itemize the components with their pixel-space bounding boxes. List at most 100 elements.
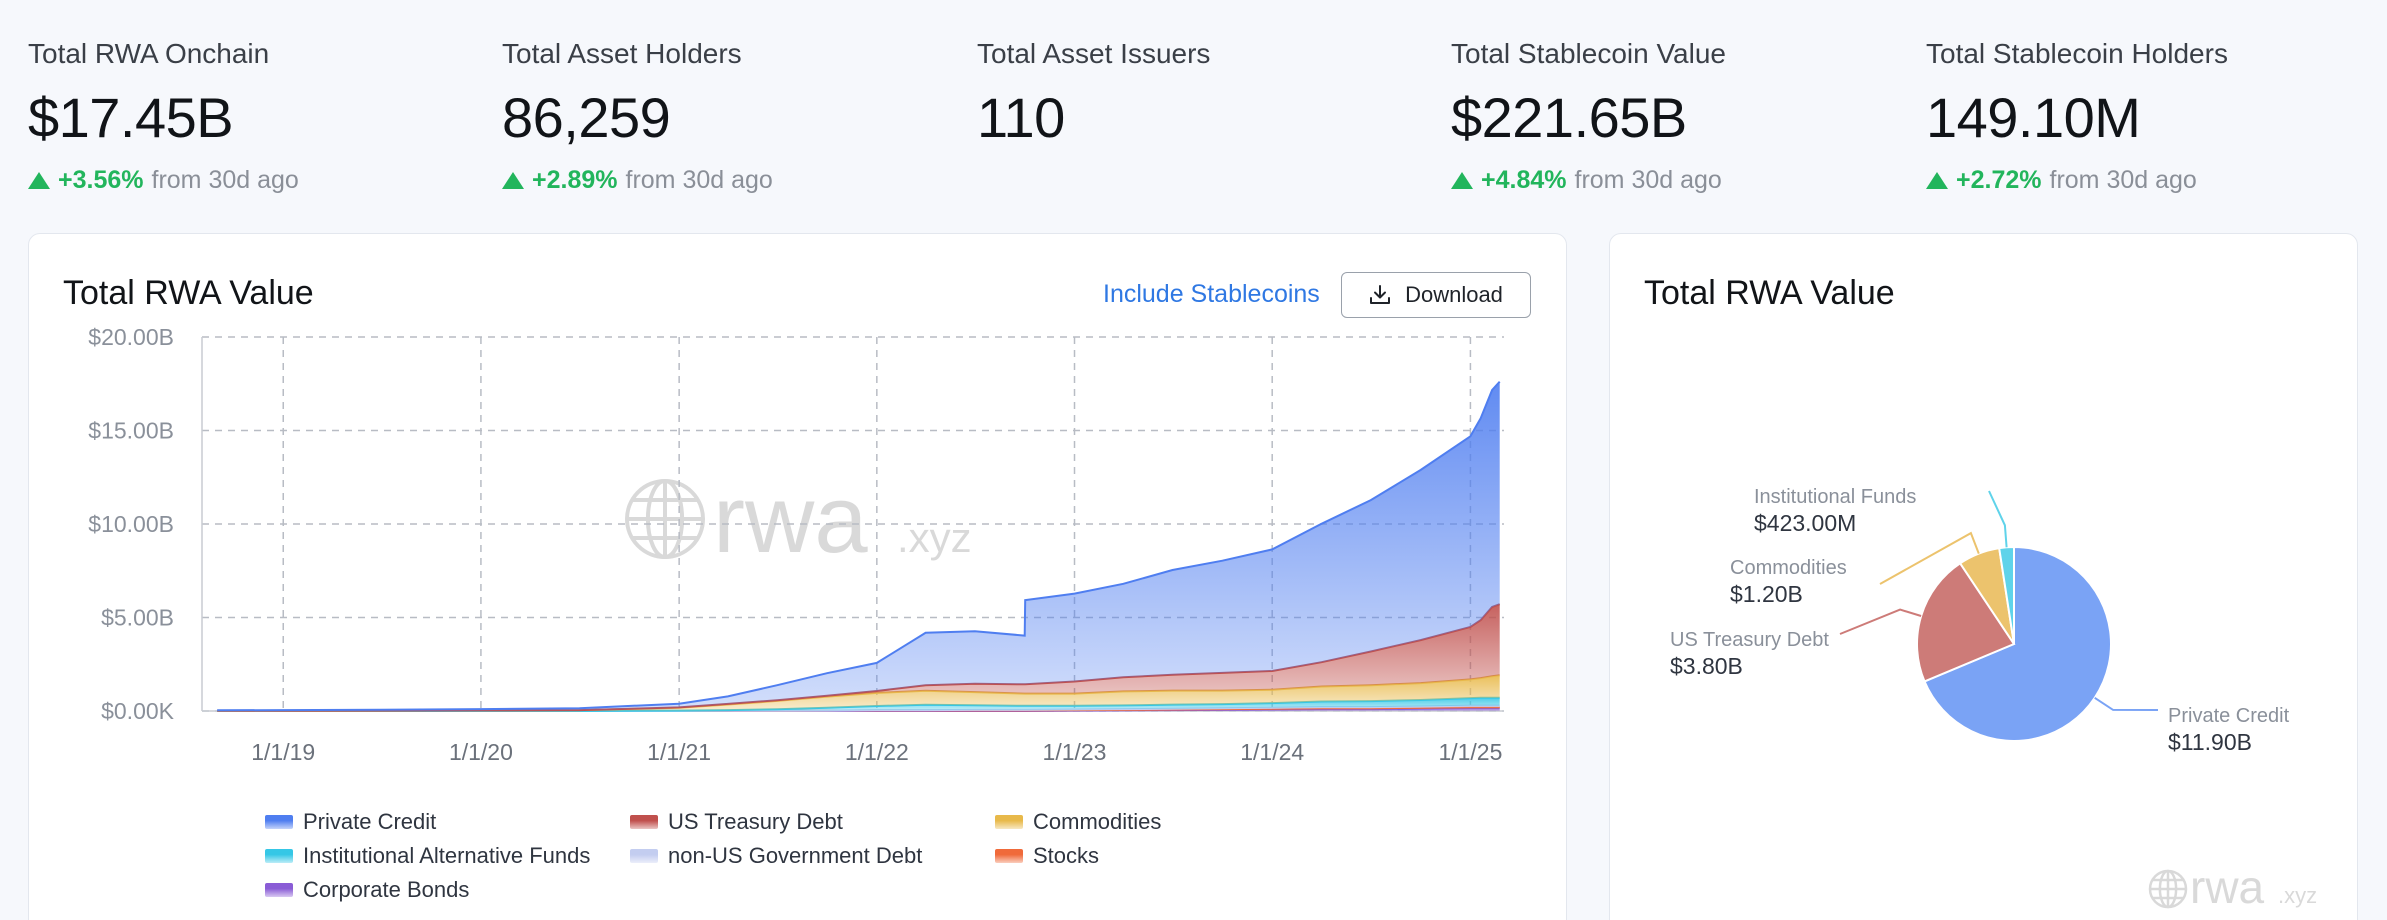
watermark-suffix: .xyz xyxy=(897,514,972,561)
stat-change: +2.89% from 30d ago xyxy=(502,164,922,196)
download-icon xyxy=(1370,285,1391,304)
up-arrow-icon xyxy=(1451,171,1473,189)
rwa-breakdown-card: Private Credit $11.90B US Treasury Debt $3.… xyxy=(1609,233,2358,920)
stat-value: 149.10M xyxy=(1926,86,2141,149)
y-tick-label: $15.00B xyxy=(88,418,174,444)
up-arrow-icon xyxy=(28,171,50,189)
stat-label: Total RWA Onchain xyxy=(28,38,270,69)
stat-value: $17.45B xyxy=(28,86,234,149)
area-series-institutional-alternative-funds xyxy=(217,697,1500,711)
rwa-value-chart-card: rwa .xyz $0.00K $5.00B $10.00B $15.00B $20.00B… xyxy=(28,233,1567,920)
legend-label: Private Credit xyxy=(303,809,437,834)
stat-change: +4.84% from 30d ago xyxy=(1451,164,1871,196)
legend-swatch xyxy=(265,815,293,829)
stat-total-asset-holders: Total Asset Holders 86,259 +2.89% from 3… xyxy=(502,36,922,196)
area-series-private-credit xyxy=(217,381,1500,711)
x-tick-label: 1/1/21 xyxy=(647,739,711,765)
pie-title: Total RWA Value xyxy=(1644,274,1895,312)
y-tick-label: $0.00K xyxy=(101,698,175,724)
stat-total-asset-issuers: Total Asset Issuers 110 xyxy=(977,36,1397,150)
pie-value-us-treasury-debt: $3.80B xyxy=(1670,653,1743,679)
stat-label: Total Stablecoin Holders xyxy=(1926,38,2228,69)
stat-label: Total Asset Holders xyxy=(502,38,742,69)
area-chart: rwa .xyz $0.00K $5.00B $10.00B $15.00B $20.00B… xyxy=(88,324,1504,765)
pie-chart: Private Credit$11.90B US Treasury Debt$3.… xyxy=(1670,486,2317,913)
globe-icon xyxy=(2148,869,2188,909)
pie-leader-institutional-funds xyxy=(1988,490,2008,548)
stat-change-suffix: from 30d ago xyxy=(2049,166,2197,194)
x-tick-label: 1/1/24 xyxy=(1240,739,1304,765)
area-series-commodities xyxy=(217,675,1500,711)
stat-value: $221.65B xyxy=(1451,86,1687,149)
up-arrow-icon xyxy=(502,171,524,189)
x-tick-label: 1/1/23 xyxy=(1043,739,1107,765)
x-tick-label: 1/1/25 xyxy=(1438,739,1502,765)
stat-change-percent: +4.84% xyxy=(1481,166,1567,194)
chart-title: Total RWA Value xyxy=(63,274,314,312)
x-tick-label: 1/1/22 xyxy=(845,739,909,765)
up-arrow-icon xyxy=(1926,171,1948,189)
x-tick-label: 1/1/20 xyxy=(449,739,513,765)
legend-swatch xyxy=(265,849,293,863)
pie-slice-us-treasury-debt[interactable] xyxy=(1916,561,2016,683)
area-series-us-treasury-debt xyxy=(217,604,1500,711)
legend-swatch xyxy=(995,815,1023,829)
legend-item-non-us-government-debt[interactable]: non-US Government Debt xyxy=(630,842,922,870)
download-label: Download xyxy=(1405,282,1503,307)
stat-total-stablecoin-holders: Total Stablecoin Holders 149.10M +2.72% … xyxy=(1926,36,2346,196)
stat-change: +2.72% from 30d ago xyxy=(1926,164,2346,196)
legend-label: Institutional Alternative Funds xyxy=(303,843,591,868)
pie-leader-private-credit xyxy=(2094,696,2159,711)
legend-label: US Treasury Debt xyxy=(668,809,843,834)
pie-value-institutional-funds: $423.00M xyxy=(1754,510,1856,536)
legend-item-corporate-bonds[interactable]: Corporate Bonds xyxy=(265,876,469,904)
stat-value: 110 xyxy=(977,86,1065,149)
legend-label: Commodities xyxy=(1033,809,1162,834)
pie-watermark: rwa .xyz xyxy=(2148,861,2317,913)
stat-change-percent: +2.72% xyxy=(1956,166,2042,194)
pie-label-commodities: Commodities xyxy=(1730,557,1847,579)
legend-label: Corporate Bonds xyxy=(303,877,470,902)
stat-total-stablecoin-value: Total Stablecoin Value $221.65B +4.84% f… xyxy=(1451,36,1871,196)
y-tick-label: $20.00B xyxy=(88,324,174,350)
legend-item-stocks[interactable]: Stocks xyxy=(995,842,1099,870)
pie-value-commodities: $1.20B xyxy=(1730,581,1803,607)
stat-change-suffix: from 30d ago xyxy=(625,166,773,194)
pie-value-private-credit: $11.90B xyxy=(2168,729,2252,755)
pie-label-us-treasury-debt: US Treasury Debt xyxy=(1670,629,1829,651)
pie-leader-us-treasury-debt xyxy=(1839,608,1922,635)
stat-label: Total Asset Issuers xyxy=(977,38,1211,69)
legend-item-us-treasury-debt[interactable]: US Treasury Debt xyxy=(630,808,843,836)
legend-item-commodities[interactable]: Commodities xyxy=(995,808,1161,836)
line-series-private-credit xyxy=(217,381,1501,712)
legend-label: non-US Government Debt xyxy=(668,843,923,868)
stat-change: +3.56% from 30d ago xyxy=(28,164,448,196)
legend-swatch xyxy=(630,815,658,829)
legend-item-private-credit[interactable]: Private Credit xyxy=(265,808,436,836)
stat-total-rwa-onchain: Total RWA Onchain $17.45B +3.56% from 30… xyxy=(28,36,448,196)
x-tick-label: 1/1/19 xyxy=(251,739,315,765)
stat-change-percent: +3.56% xyxy=(58,166,144,194)
legend-item-institutional-alternative-funds[interactable]: Institutional Alternative Funds xyxy=(265,842,590,870)
legend-swatch xyxy=(995,849,1023,863)
stat-change-suffix: from 30d ago xyxy=(1574,166,1722,194)
legend-swatch xyxy=(265,883,293,897)
globe-icon xyxy=(625,479,705,559)
legend-label: Stocks xyxy=(1033,843,1100,868)
pie-leader-commodities xyxy=(1879,531,1980,585)
stat-change-percent: +2.89% xyxy=(532,166,618,194)
include-stablecoins-toggle[interactable]: Include Stablecoins xyxy=(1103,280,1320,308)
pie-label-private-credit: Private Credit xyxy=(2168,705,2290,727)
y-tick-label: $10.00B xyxy=(88,511,174,537)
watermark: rwa .xyz xyxy=(625,466,972,573)
watermark-suffix: .xyz xyxy=(2278,883,2317,908)
stat-label: Total Stablecoin Value xyxy=(1451,38,1726,69)
watermark-text: rwa xyxy=(2190,861,2265,913)
stat-change-suffix: from 30d ago xyxy=(151,166,299,194)
pie-label-institutional-funds: Institutional Funds xyxy=(1754,486,1916,508)
watermark-text: rwa xyxy=(713,466,868,573)
stat-value: 86,259 xyxy=(502,86,671,149)
legend-swatch xyxy=(630,849,658,863)
y-tick-label: $5.00B xyxy=(101,605,174,631)
download-button[interactable]: Download xyxy=(1341,272,1531,318)
